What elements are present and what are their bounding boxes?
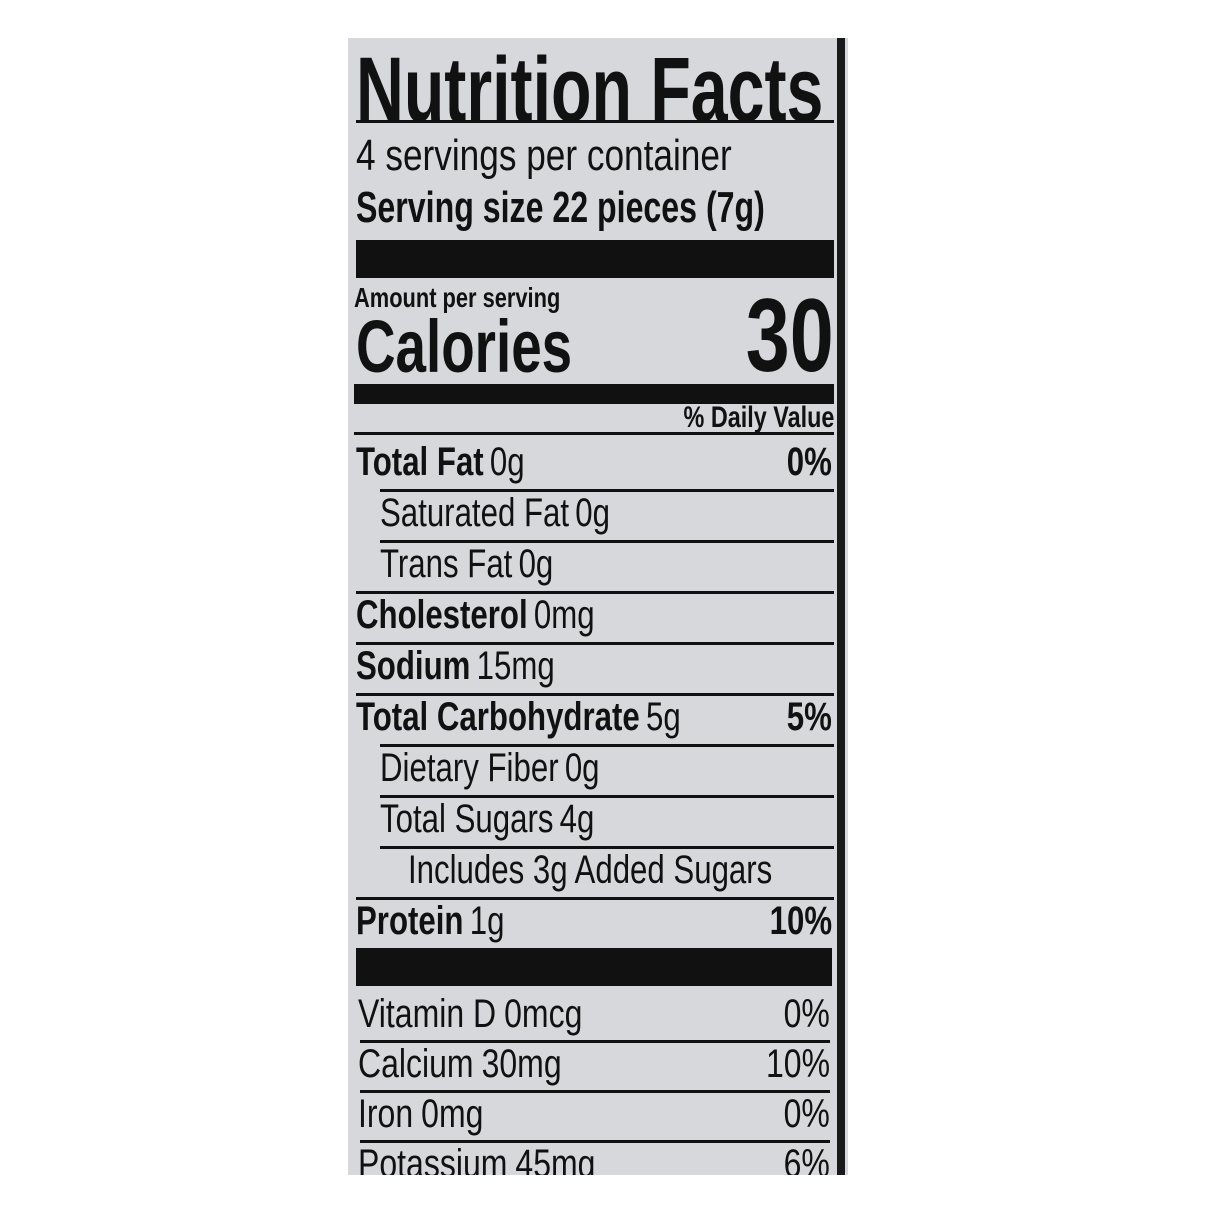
vitamin-name: Iron xyxy=(358,1092,414,1136)
nutrient-amount: 0g xyxy=(575,491,611,535)
calories-label: Calories xyxy=(356,305,573,388)
vitamin-row: Potassium 45mg xyxy=(358,1144,595,1175)
amount-per-serving: Amount per serving xyxy=(354,282,561,313)
thick-divider xyxy=(356,948,832,986)
label-edge xyxy=(837,38,845,1175)
vitamin-row: Calcium 30mg xyxy=(358,1044,562,1084)
nutrient-name: Total Sugars xyxy=(380,797,554,841)
nutrient-row: Protein 1g xyxy=(356,901,504,941)
divider xyxy=(380,540,834,543)
nutrient-daily-value: 10% xyxy=(769,899,832,943)
vitamin-daily-value: 10% xyxy=(765,1042,830,1086)
vitamin-daily-value: 0% xyxy=(783,992,830,1036)
divider xyxy=(356,693,834,696)
nutrient-name: Protein xyxy=(356,899,464,943)
nutrient-name: Dietary Fiber xyxy=(380,746,559,790)
nutrient-name: Sodium xyxy=(356,644,471,688)
divider xyxy=(380,489,834,492)
thick-divider xyxy=(356,240,834,278)
divider xyxy=(380,795,834,798)
nutrient-name: Saturated Fat xyxy=(380,491,570,535)
vitamin-name: Calcium xyxy=(358,1042,474,1086)
nutrient-row: Total Sugars 4g xyxy=(380,799,594,839)
vitamin-daily-value: 6% xyxy=(783,1142,830,1175)
daily-value-header: % Daily Value xyxy=(683,401,834,434)
calories-value: 30 xyxy=(746,278,834,394)
nutrient-amount: 0g xyxy=(518,542,554,586)
nutrient-amount: 1g xyxy=(469,899,505,943)
divider xyxy=(356,897,834,900)
nutrient-row: Cholesterol 0mg xyxy=(356,595,595,635)
nutrient-name: Total Carbohydrate xyxy=(356,695,640,739)
vitamin-row: Vitamin D 0mcg xyxy=(358,994,582,1034)
divider xyxy=(360,1040,830,1043)
nutrient-row: Includes 3g Added Sugars xyxy=(408,850,772,890)
vitamin-row: Iron 0mg xyxy=(358,1094,483,1134)
vitamin-name: Potassium xyxy=(358,1142,508,1175)
nutrient-name: Trans Fat xyxy=(380,542,513,586)
vitamin-daily-value: 0% xyxy=(783,1092,830,1136)
divider xyxy=(354,432,834,435)
divider xyxy=(380,744,834,747)
nutrient-name: Total Fat xyxy=(356,440,484,484)
servings-per-container: 4 servings per container xyxy=(356,131,732,180)
nutrient-amount: 0g xyxy=(564,746,600,790)
nutrient-amount: 0g xyxy=(489,440,525,484)
divider xyxy=(356,120,834,123)
nutrient-amount: 15mg xyxy=(476,644,555,688)
nutrient-amount: 5g xyxy=(645,695,681,739)
divider xyxy=(356,591,834,594)
nutrient-row: Dietary Fiber 0g xyxy=(380,748,600,788)
nutrient-daily-value: 0% xyxy=(786,440,832,484)
vitamin-amount: 0mg xyxy=(421,1092,484,1136)
nutrient-name: Cholesterol xyxy=(356,593,528,637)
nutrient-name: Includes 3g Added Sugars xyxy=(408,848,773,892)
nutrient-row: Total Carbohydrate 5g xyxy=(356,697,681,737)
nutrient-amount: 0mg xyxy=(533,593,595,637)
nutrient-row: Saturated Fat 0g xyxy=(380,493,610,533)
vitamin-name: Vitamin D xyxy=(358,992,497,1036)
divider xyxy=(360,1140,830,1143)
nutrient-amount: 4g xyxy=(559,797,595,841)
serving-size: Serving size 22 pieces (7g) xyxy=(356,183,765,232)
vitamin-amount: 30mg xyxy=(481,1042,562,1086)
medium-divider xyxy=(354,384,834,404)
nutrient-row: Total Fat 0g xyxy=(356,442,525,482)
divider xyxy=(380,846,834,849)
divider xyxy=(360,1090,830,1093)
vitamin-amount: 45mg xyxy=(515,1142,596,1175)
divider xyxy=(356,642,834,645)
nutrition-facts-label: Nutrition Facts 4 servings per container… xyxy=(348,38,848,1175)
nutrient-row: Trans Fat 0g xyxy=(380,544,553,584)
nutrient-row: Sodium 15mg xyxy=(356,646,555,686)
nutrient-daily-value: 5% xyxy=(786,695,832,739)
vitamin-amount: 0mcg xyxy=(504,992,583,1036)
